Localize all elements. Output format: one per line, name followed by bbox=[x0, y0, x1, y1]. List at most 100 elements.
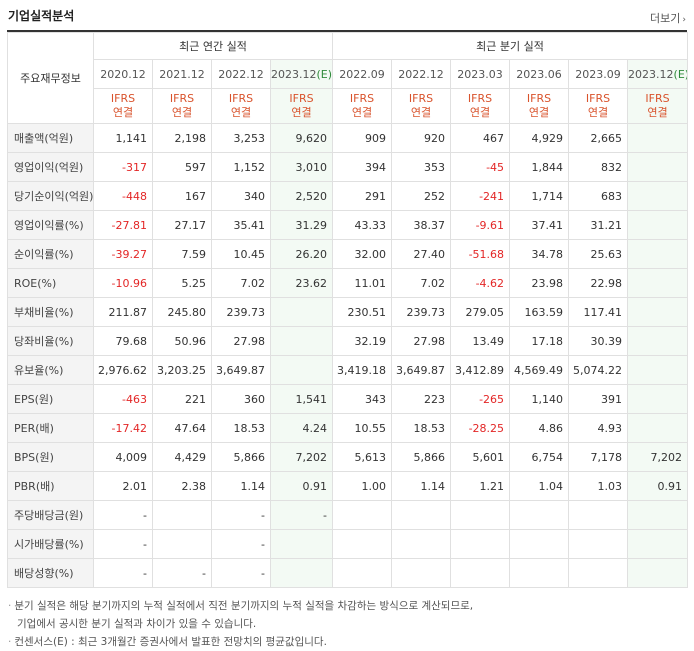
value-cell: 163.59 bbox=[509, 297, 570, 327]
value-cell: 18.53 bbox=[211, 413, 271, 443]
value-cell bbox=[269, 529, 334, 559]
basis-consolidated: 연결 bbox=[171, 106, 193, 119]
table-row: PBR(배) 2.01 2.38 1.14 0.91 1.00 1.14 1.21 1.04 1.… bbox=[7, 471, 689, 501]
value-cell: 1,140 bbox=[509, 384, 570, 414]
value-cell: 31.29 bbox=[269, 210, 334, 240]
financial-table: 주요재무정보 최근 연간 실적 최근 분기 실적 2020.12 2021.12 2… bbox=[7, 32, 689, 588]
value-cell: -9.61 bbox=[450, 210, 511, 240]
value-cell: 343 bbox=[332, 384, 393, 414]
value-cell: -51.68 bbox=[450, 239, 511, 269]
more-link[interactable]: 더보기 › bbox=[650, 10, 686, 26]
value-cell: 5,866 bbox=[391, 442, 452, 472]
value-cell bbox=[332, 529, 393, 559]
value-cell bbox=[627, 297, 689, 327]
row-label: 시가배당률(%) bbox=[7, 529, 94, 559]
period-header: 2022.12 bbox=[391, 59, 452, 89]
value-cell: 10.45 bbox=[211, 239, 271, 269]
value-cell: 3,419.18 bbox=[332, 355, 393, 385]
table-row: PER(배) -17.42 47.64 18.53 4.24 10.55 18.53 -28.… bbox=[7, 413, 689, 443]
value-cell: 1,714 bbox=[509, 181, 570, 211]
value-cell: 597 bbox=[152, 152, 212, 182]
value-cell: 1,152 bbox=[211, 152, 271, 182]
table-row: 부채비율(%) 211.87 245.80 239.73 230.51 239.73 279… bbox=[7, 297, 689, 327]
value-cell bbox=[627, 210, 689, 240]
value-cell bbox=[568, 500, 629, 530]
value-cell: 5,866 bbox=[211, 442, 271, 472]
value-cell: 5.25 bbox=[152, 268, 212, 298]
value-cell: 2,665 bbox=[568, 123, 629, 153]
value-cell: 50.96 bbox=[152, 326, 212, 356]
value-cell: 43.33 bbox=[332, 210, 393, 240]
value-cell: 394 bbox=[332, 152, 393, 182]
value-cell bbox=[627, 268, 689, 298]
value-cell: 0.91 bbox=[627, 471, 689, 501]
value-cell: - bbox=[211, 558, 271, 588]
table-top-rule bbox=[7, 30, 687, 32]
value-cell: -4.62 bbox=[450, 268, 511, 298]
value-cell: 223 bbox=[391, 384, 452, 414]
value-cell: -317 bbox=[93, 152, 153, 182]
value-cell: -27.81 bbox=[93, 210, 153, 240]
value-cell bbox=[450, 529, 511, 559]
value-cell: 340 bbox=[211, 181, 271, 211]
table-row: 당좌비율(%) 79.68 50.96 27.98 32.19 27.98 13.49 17.… bbox=[7, 326, 689, 356]
value-cell: 27.98 bbox=[391, 326, 452, 356]
row-label: 당좌비율(%) bbox=[7, 326, 94, 356]
value-cell: - bbox=[93, 500, 153, 530]
value-cell: 1,541 bbox=[269, 384, 334, 414]
value-cell: 7,178 bbox=[568, 442, 629, 472]
value-cell: - bbox=[93, 529, 153, 559]
basis-cell: IFRS 연결 bbox=[211, 88, 271, 124]
basis-ifrs: IFRS bbox=[349, 92, 375, 105]
basis-cell: IFRS 연결 bbox=[568, 88, 629, 124]
basis-ifrs: IFRS bbox=[645, 92, 670, 105]
value-cell: 252 bbox=[391, 181, 452, 211]
value-cell: 4.93 bbox=[568, 413, 629, 443]
value-cell: 2,976.62 bbox=[93, 355, 153, 385]
value-cell: 4,429 bbox=[152, 442, 212, 472]
basis-ifrs: IFRS bbox=[110, 92, 136, 105]
row-label: PER(배) bbox=[7, 413, 94, 443]
value-cell bbox=[627, 239, 689, 269]
period-header: 2023.12(E) bbox=[269, 59, 334, 89]
table-row: BPS(원) 4,009 4,429 5,866 7,202 5,613 5,866 5,60… bbox=[7, 442, 689, 472]
value-cell: 7.59 bbox=[152, 239, 212, 269]
value-cell bbox=[627, 326, 689, 356]
value-cell: 1.00 bbox=[332, 471, 393, 501]
value-cell: 11.01 bbox=[332, 268, 393, 298]
value-cell: -17.42 bbox=[93, 413, 153, 443]
row-label: 유보율(%) bbox=[7, 355, 94, 385]
value-cell: -45 bbox=[450, 152, 511, 182]
basis-consolidated: 연결 bbox=[647, 106, 668, 119]
footnote-1: · 분기 실적은 해당 분기까지의 누적 실적에서 직전 분기까지의 누적 실적을… bbox=[8, 600, 474, 612]
value-cell: -39.27 bbox=[93, 239, 153, 269]
chevron-right-icon: › bbox=[682, 15, 686, 25]
value-cell: 7,202 bbox=[269, 442, 334, 472]
basis-cell: IFRS 연결 bbox=[332, 88, 393, 124]
table-row: 배당성향(%) - - - bbox=[7, 558, 689, 588]
value-cell bbox=[568, 558, 629, 588]
value-cell bbox=[627, 123, 689, 153]
value-cell: 2.38 bbox=[152, 471, 212, 501]
value-cell: -241 bbox=[450, 181, 511, 211]
value-cell: 1.14 bbox=[211, 471, 271, 501]
value-cell: 25.63 bbox=[568, 239, 629, 269]
value-cell: 23.98 bbox=[509, 268, 570, 298]
value-cell bbox=[627, 500, 689, 530]
period-header: 2022.12 bbox=[211, 59, 271, 89]
value-cell: 5,074.22 bbox=[568, 355, 629, 385]
period-header: 2023.06 bbox=[509, 59, 570, 89]
value-cell: 3,010 bbox=[269, 152, 334, 182]
period-header: 2023.03 bbox=[450, 59, 511, 89]
value-cell: 1.21 bbox=[450, 471, 511, 501]
value-cell: 13.49 bbox=[450, 326, 511, 356]
basis-ifrs: IFRS bbox=[169, 92, 195, 105]
value-cell: 4,569.49 bbox=[509, 355, 570, 385]
value-cell: 22.98 bbox=[568, 268, 629, 298]
value-cell bbox=[269, 326, 334, 356]
value-cell bbox=[627, 413, 689, 443]
value-cell: 27.98 bbox=[211, 326, 271, 356]
value-cell: 4,009 bbox=[93, 442, 153, 472]
value-cell: -10.96 bbox=[93, 268, 153, 298]
value-cell: 9,620 bbox=[269, 123, 334, 153]
